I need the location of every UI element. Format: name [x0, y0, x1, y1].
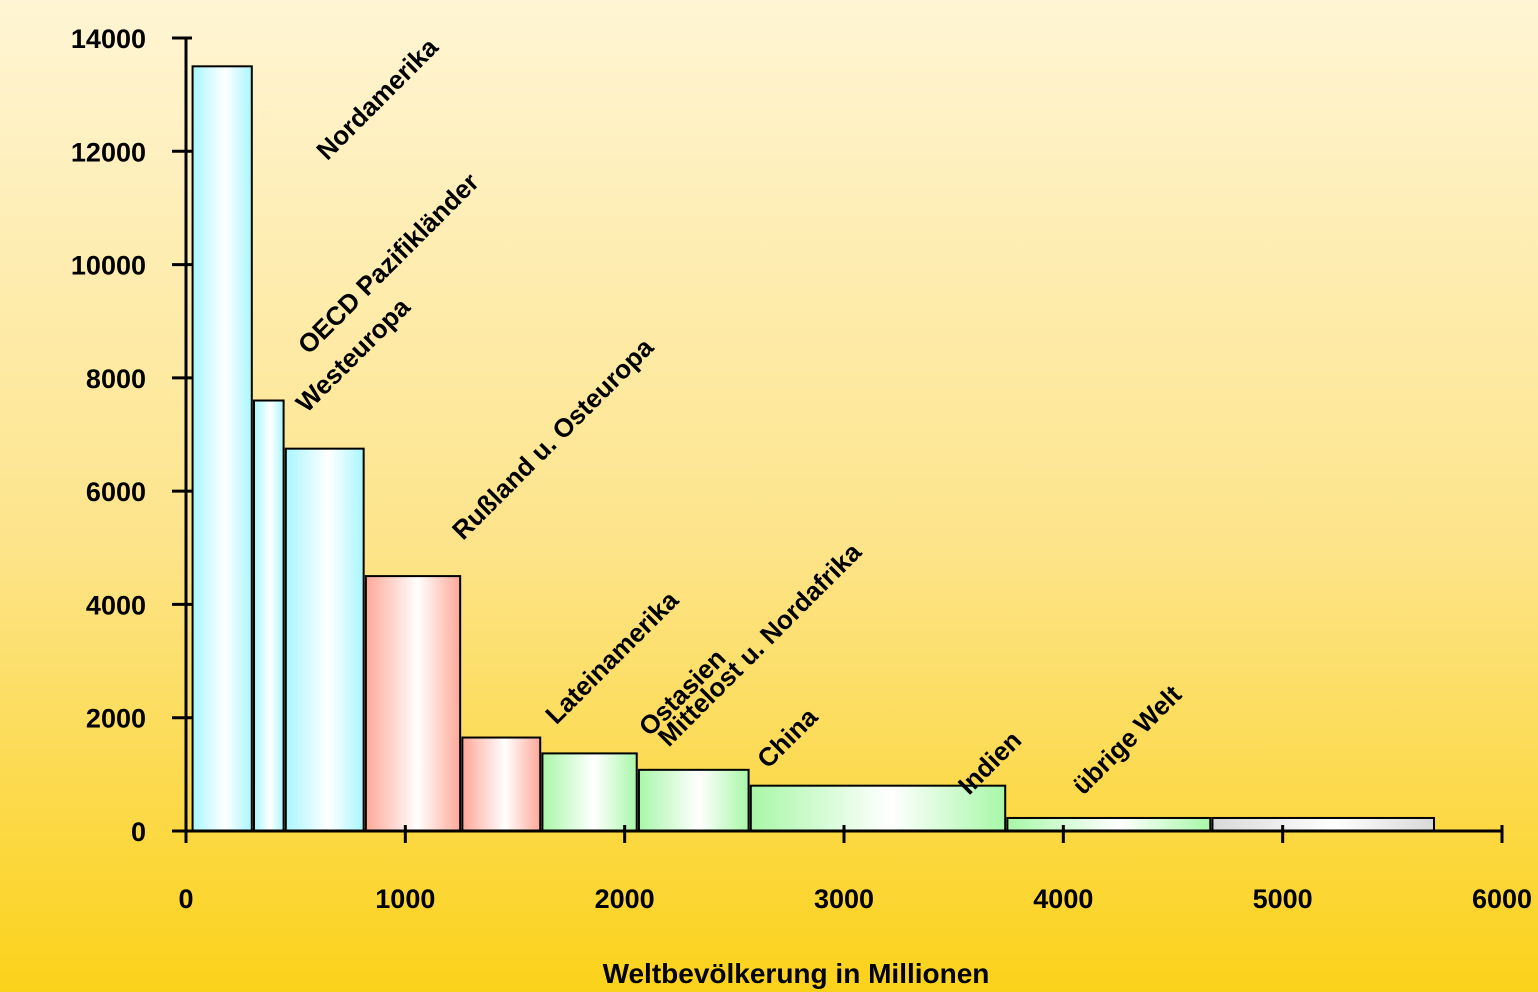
bar-nordamerika: [191, 65, 253, 833]
y-tick-label: 4000: [86, 590, 146, 620]
bar-ostasien: [541, 752, 638, 833]
bar-china: [749, 784, 1007, 833]
x-tick-label: 0: [178, 884, 193, 914]
bar-label: Mittelost u. Nordafrika: [652, 536, 868, 752]
bar-label: übrige Welt: [1066, 679, 1187, 800]
bar-oecd-pazifikländer: [252, 399, 285, 832]
x-axis-title: Weltbevölkerung in Millionen: [603, 958, 990, 989]
y-tick-label: 10000: [71, 251, 146, 281]
y-tick-label: 6000: [86, 477, 146, 507]
bar-label: Nordamerika: [310, 32, 444, 166]
x-tick-label: 2000: [595, 884, 655, 914]
y-tick-label: 14000: [71, 24, 146, 54]
bar-westeuropa: [284, 447, 365, 832]
bar-mittelost-u-nordafrika: [637, 768, 750, 833]
bars-group: [191, 65, 1436, 833]
x-tick-label: 4000: [1033, 884, 1093, 914]
bar-lateinamerika: [461, 736, 542, 833]
y-tick-label: 2000: [86, 704, 146, 734]
x-tick-label: 3000: [814, 884, 874, 914]
bar-label: Rußland u. Osteuropa: [446, 332, 660, 546]
bar-indien: [1006, 816, 1212, 833]
bar-übrige-welt: [1211, 816, 1436, 833]
x-tick-label: 1000: [375, 884, 435, 914]
x-tick-label: 5000: [1253, 884, 1313, 914]
bar-label: China: [751, 701, 824, 774]
axes-group: 0 1000 2000 3000 4000 5000 6000 0 2000 4000 6000 80…: [71, 24, 1532, 914]
x-tick-label: 6000: [1472, 884, 1532, 914]
bar-rußland-u-osteuropa: [364, 575, 462, 832]
y-tick-label: 0: [131, 817, 146, 847]
y-tick-label: 8000: [86, 364, 146, 394]
y-tick-label: 12000: [71, 137, 146, 167]
